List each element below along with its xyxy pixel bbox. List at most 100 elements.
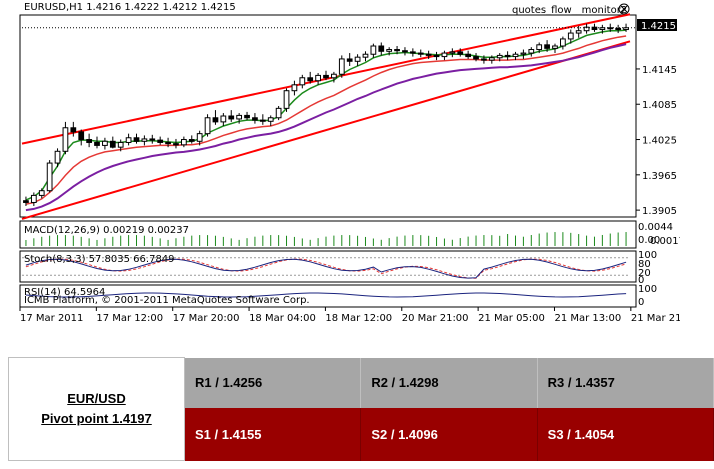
- candle-down: [157, 139, 164, 143]
- candle-down: [252, 117, 258, 121]
- candle-up: [536, 44, 543, 51]
- stoch-main-line: [25, 258, 627, 279]
- x-tick-label: 17 Mar 12:00: [96, 313, 163, 324]
- candle-down: [23, 200, 29, 203]
- candle-up: [583, 26, 590, 32]
- candle-up: [62, 127, 69, 152]
- macd-scale-bottom: 0.00172: [650, 236, 680, 247]
- x-tick-label: 17 Mar 20:00: [173, 313, 240, 324]
- candle-up: [204, 117, 211, 135]
- candle-up: [141, 138, 148, 142]
- candle-up: [528, 49, 535, 54]
- candle-up: [370, 45, 377, 55]
- y-tick-label: 1.3965: [642, 171, 677, 182]
- candle-up: [354, 56, 361, 62]
- x-tick-label: 20 Mar 21:00: [402, 313, 469, 324]
- candle-down: [165, 141, 171, 145]
- candle-up: [236, 114, 243, 120]
- stoch-frame: [19, 250, 637, 283]
- candles: [22, 23, 636, 206]
- r1-cell: R1 / 1.4256: [184, 357, 362, 408]
- candle-down: [504, 54, 511, 58]
- y-tick-label: 1.4145: [642, 65, 677, 76]
- candle-down: [409, 51, 416, 54]
- candle-up: [283, 90, 290, 109]
- pair-label: EUR/USD: [67, 391, 126, 406]
- rsi-scale-bottom: 0: [638, 297, 644, 308]
- rsi-line: [25, 292, 627, 298]
- candle-down: [591, 26, 598, 31]
- stoch-scale-80: 80: [638, 259, 651, 270]
- candle-down: [70, 127, 77, 133]
- candle-down: [78, 131, 85, 141]
- x-tick-label: 21 Mar 13:00: [554, 313, 621, 324]
- candle-down: [109, 140, 116, 148]
- candle-down: [481, 58, 487, 61]
- candle-up: [299, 77, 306, 86]
- close-icon[interactable]: [618, 3, 630, 15]
- candle-up: [54, 150, 61, 164]
- candle-down: [615, 27, 622, 31]
- candle-down: [425, 53, 432, 56]
- ma-mid-line: [25, 35, 627, 205]
- candle-up: [488, 57, 495, 61]
- candle-up: [362, 53, 369, 58]
- s2-cell: S2 / 1.4096: [360, 407, 538, 461]
- candle-down: [86, 139, 92, 143]
- pivot-label: Pivot point 1.4197: [41, 411, 152, 426]
- x-axis-ticks: 17 Mar 2011 17 Mar 12:00 17 Mar 20:00 18 Ma…: [19, 307, 680, 324]
- candle-up: [117, 141, 124, 148]
- candle-down: [433, 54, 440, 58]
- stoch-scale-bottom: 0: [638, 275, 644, 286]
- stoch-lines: [22, 257, 630, 279]
- candle-down: [133, 137, 140, 142]
- rsi-scale-top: 100: [638, 284, 657, 295]
- candle-up: [30, 194, 37, 203]
- candle-up: [560, 38, 566, 47]
- candle-up: [386, 49, 393, 52]
- pivot-table: EUR/USD Pivot point 1.4197 R1 / 1.4256 R…: [8, 357, 714, 461]
- candle-down: [473, 56, 479, 60]
- candle-up: [275, 107, 282, 119]
- candle-up: [552, 45, 558, 49]
- channel-lower-line: [21, 40, 631, 220]
- y-tick-label: 1.4025: [642, 136, 677, 147]
- r3-cell: R3 / 1.4357: [537, 357, 714, 408]
- candle-down: [394, 49, 400, 52]
- ma-slow-line: [25, 43, 627, 212]
- candle-up: [331, 73, 337, 79]
- candle-up: [512, 53, 519, 58]
- macd-frame: [19, 220, 637, 249]
- macd-bars: [25, 232, 627, 246]
- candle-down: [188, 139, 195, 142]
- candle-up: [567, 32, 574, 40]
- close-icon-cross: [620, 5, 628, 13]
- copyright-label: ICMB Platform, © 2001-2011 MetaQuotes So…: [24, 295, 310, 306]
- candle-up: [38, 190, 45, 196]
- stoch-scale-top: 100: [638, 250, 657, 261]
- s3-cell: S3 / 1.4054: [537, 407, 714, 461]
- candle-down: [228, 115, 235, 120]
- chart-svg: 1.4145 1.4085 1.4025 1.3965 1.3905 17 Mar 20…: [19, 2, 680, 324]
- watermark-label: quotes_flow__monitor2: [512, 5, 627, 16]
- stoch-label: Stoch(8,3,3) 57.8035 66.7849: [24, 254, 175, 265]
- candle-down: [378, 45, 385, 52]
- candle-down: [323, 74, 329, 79]
- y-tick-label: 1.3905: [642, 206, 677, 217]
- x-tick-label: 17 Mar 2011: [20, 313, 83, 324]
- candle-down: [94, 141, 100, 146]
- macd-scale-mid: 0.00: [638, 235, 660, 246]
- candle-up: [46, 162, 53, 192]
- candle-down: [417, 52, 424, 55]
- candle-down: [465, 53, 471, 58]
- candle-down: [259, 119, 266, 122]
- candle-down: [173, 143, 179, 146]
- candle-up: [220, 115, 227, 123]
- candle-up: [102, 140, 108, 146]
- candle-up: [181, 139, 187, 146]
- rsi-frame: [19, 284, 637, 308]
- chart-title: EURUSD,H1 1.4216 1.4222 1.4212 1.4215: [24, 2, 236, 13]
- candle-up: [267, 117, 274, 122]
- x-tick-label: 18 Mar 04:00: [249, 313, 316, 324]
- candle-down: [544, 44, 550, 49]
